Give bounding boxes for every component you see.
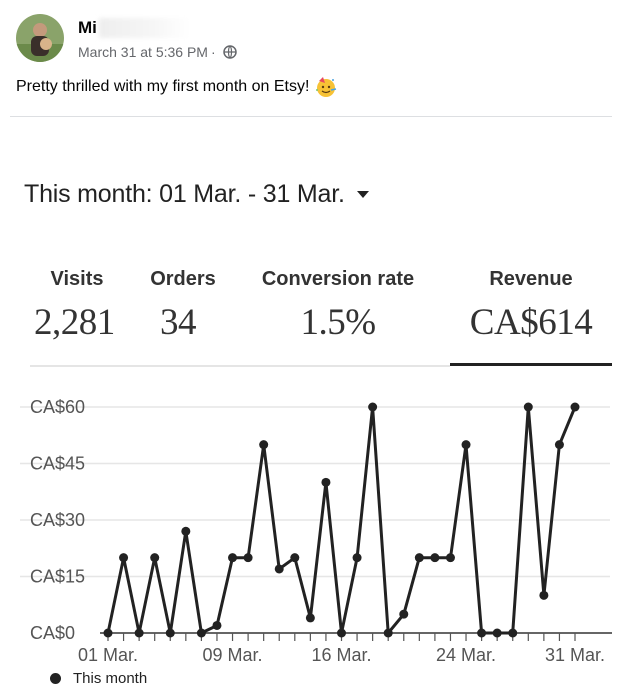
- data-point: [430, 553, 440, 563]
- data-point: [554, 440, 564, 450]
- avatar[interactable]: [16, 14, 64, 62]
- chart-legend: This month: [50, 670, 147, 687]
- stat-visits[interactable]: Visits 2,281: [34, 268, 120, 344]
- data-point: [445, 553, 455, 563]
- data-point: [181, 526, 191, 536]
- data-point: [508, 628, 518, 638]
- revenue-selected-indicator: [450, 363, 612, 366]
- data-point: [274, 564, 284, 574]
- period-selector[interactable]: This month: 01 Mar. - 31 Mar.: [24, 180, 369, 209]
- y-tick-label: CA$60: [30, 397, 85, 417]
- stat-revenue-value: CA$614: [469, 302, 593, 343]
- post-text: Pretty thrilled with my first month on E…: [16, 76, 337, 98]
- caret-down-icon: [356, 191, 369, 198]
- x-tick-label: 31 Mar.: [545, 645, 605, 665]
- x-tick-label: 09 Mar.: [203, 645, 263, 665]
- avatar-image: [16, 14, 64, 62]
- data-point: [212, 620, 222, 630]
- post-header: Mi March 31 at 5:36 PM ·: [16, 14, 237, 62]
- x-tick-label: 01 Mar.: [78, 645, 138, 665]
- data-point: [103, 628, 113, 638]
- legend-label: This month: [73, 670, 148, 687]
- x-tick-label: 16 Mar.: [311, 645, 371, 665]
- data-point: [305, 613, 315, 623]
- data-point: [492, 628, 502, 638]
- x-tick-label: 24 Mar.: [436, 645, 496, 665]
- period-label: This month: 01 Mar. - 31 Mar.: [24, 180, 345, 208]
- stat-conversion-value: 1.5%: [300, 302, 376, 343]
- data-point: [461, 440, 471, 450]
- partying-face-emoji-icon: [315, 76, 337, 98]
- y-tick-label: CA$30: [30, 510, 85, 530]
- data-point: [477, 628, 487, 638]
- post-divider: [10, 116, 612, 117]
- data-point: [399, 609, 409, 619]
- y-tick-label: CA$45: [30, 454, 85, 474]
- meta-separator: ·: [210, 43, 216, 60]
- y-tick-label: CA$0: [30, 623, 75, 643]
- data-point: [383, 628, 393, 638]
- stats-baseline: [30, 365, 450, 367]
- data-point: [368, 402, 378, 412]
- globe-icon[interactable]: [222, 44, 237, 59]
- data-point: [243, 553, 253, 563]
- legend-marker: [50, 673, 61, 684]
- stat-orders-label: Orders: [150, 268, 216, 290]
- stat-orders-value: 34: [160, 302, 197, 343]
- post-message: Pretty thrilled with my first month on E…: [16, 78, 310, 95]
- author-name-redaction: [98, 17, 189, 38]
- stat-orders[interactable]: Orders 34: [142, 268, 224, 344]
- data-point: [165, 628, 175, 638]
- stat-conversion[interactable]: Conversion rate 1.5%: [250, 268, 426, 344]
- stat-visits-label: Visits: [50, 268, 104, 290]
- data-point: [414, 553, 424, 563]
- data-point: [119, 553, 129, 563]
- stat-revenue-label: Revenue: [489, 268, 573, 290]
- stat-conversion-label: Conversion rate: [261, 268, 415, 290]
- data-point: [352, 553, 362, 563]
- data-point: [150, 553, 160, 563]
- y-tick-label: CA$15: [30, 567, 85, 587]
- data-point: [134, 628, 144, 638]
- data-point: [228, 553, 238, 563]
- data-point: [290, 553, 300, 563]
- data-point: [196, 628, 206, 638]
- post-timestamp[interactable]: March 31 at 5:36 PM: [78, 43, 208, 60]
- data-point: [337, 628, 346, 638]
- stat-revenue[interactable]: Revenue CA$614: [450, 268, 612, 344]
- revenue-line-chart: CA$0 CA$15 CA$30 CA$45 CA$60 01 Mar. 09 Mar. 1…: [20, 397, 612, 665]
- data-point: [259, 440, 269, 450]
- data-point: [539, 590, 549, 600]
- data-point: [321, 477, 331, 487]
- data-point: [570, 402, 580, 412]
- stat-visits-value: 2,281: [34, 302, 115, 343]
- data-point: [523, 402, 533, 412]
- author-name[interactable]: Mi: [78, 17, 97, 37]
